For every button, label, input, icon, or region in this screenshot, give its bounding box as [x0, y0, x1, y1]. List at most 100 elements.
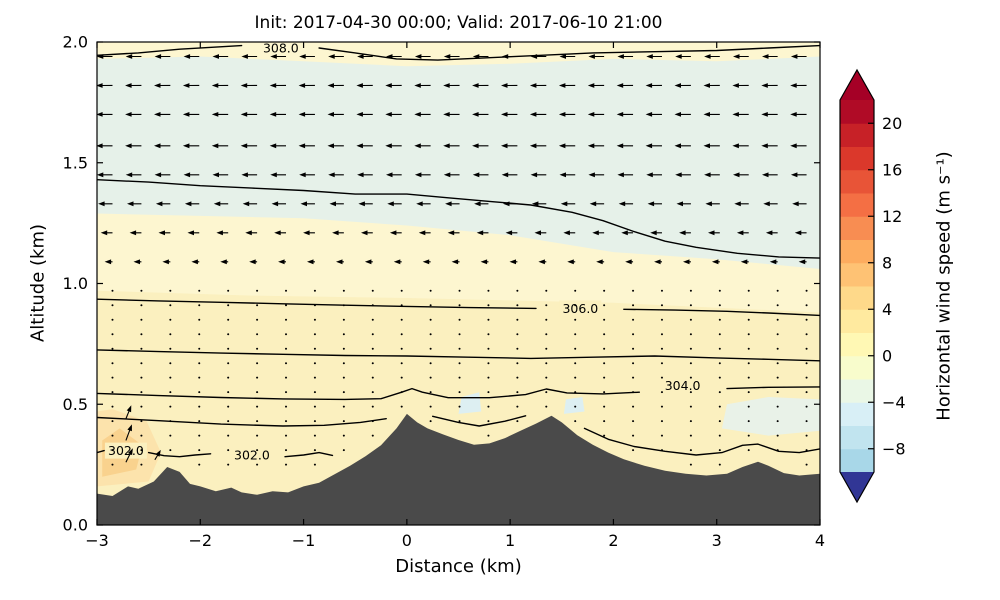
vector-head	[761, 112, 768, 117]
vector-head	[501, 172, 509, 178]
vector-dot	[400, 376, 403, 379]
vector-dot	[313, 434, 316, 437]
contour-label: 302.0	[234, 447, 270, 462]
vector-head	[646, 172, 653, 178]
vector-dot	[660, 449, 663, 452]
vector-dot	[689, 376, 692, 379]
vector-dot	[776, 347, 779, 350]
vector-dot	[718, 347, 721, 350]
vector-head	[393, 259, 401, 265]
vector-dot	[256, 391, 259, 394]
vector-dot	[747, 376, 750, 379]
vector-head	[269, 143, 277, 149]
vector-dot	[603, 333, 606, 336]
vector-head	[762, 54, 769, 59]
vector-dot	[198, 318, 201, 321]
vector-head	[761, 143, 768, 149]
vector-dot	[516, 376, 519, 379]
vector-head	[588, 54, 595, 59]
y-axis-label: Altitude (km)	[27, 223, 49, 343]
vector-head	[356, 143, 363, 149]
vector-dot	[313, 362, 316, 365]
vector-head	[674, 112, 681, 117]
vector-dot	[429, 420, 432, 423]
vector-dot	[111, 463, 114, 466]
vector-head	[357, 54, 364, 59]
vector-dot	[227, 391, 230, 394]
vector-dot	[371, 289, 374, 292]
vector-head	[270, 54, 277, 59]
y-tick-label: 1.0	[63, 274, 88, 293]
vector-dot	[371, 391, 374, 394]
vector-dot	[169, 347, 172, 350]
vector-head	[240, 112, 248, 117]
vector-head	[740, 259, 748, 265]
vector-dot	[632, 434, 635, 437]
contour-302.0	[97, 449, 105, 454]
x-tick-label: 1	[505, 531, 515, 550]
vector-head	[480, 259, 488, 265]
vector-dot	[689, 449, 692, 452]
vector-head	[97, 83, 103, 88]
vector-head	[703, 112, 710, 117]
vector-head	[125, 172, 133, 178]
contour-304.0	[726, 386, 820, 390]
vector-dot	[313, 347, 316, 350]
vector-head	[182, 112, 190, 117]
vector-dot	[111, 449, 114, 452]
vector-head	[501, 54, 509, 59]
vector-dot	[574, 391, 577, 394]
vector-head	[386, 54, 393, 59]
vector-head	[733, 172, 740, 178]
vector-head	[563, 230, 570, 236]
vector-dot	[140, 333, 143, 336]
vector-dot	[169, 391, 172, 394]
vector-dot	[776, 434, 779, 437]
vector-dot	[545, 318, 548, 321]
vector-head	[97, 172, 104, 178]
contour-307.0	[97, 178, 820, 259]
vector-head	[447, 230, 455, 236]
vector-dot	[747, 362, 750, 365]
vector-dot	[256, 347, 259, 350]
x-tick-label: −2	[188, 531, 212, 550]
vector-head	[503, 201, 510, 207]
vector-dot	[458, 420, 461, 423]
vector-head	[182, 143, 190, 149]
vector-dot	[574, 420, 577, 423]
vector-head	[588, 172, 595, 178]
vector-dot	[371, 304, 374, 307]
colorbar-tick-label: 8	[882, 253, 892, 272]
colorbar-under-arrow	[840, 472, 874, 502]
y-tick-label: 0.0	[63, 516, 88, 535]
vector-head	[733, 54, 740, 59]
vector-dot	[227, 463, 230, 466]
vector-head	[361, 230, 368, 236]
vector-head	[558, 83, 566, 88]
vector-dot	[660, 362, 663, 365]
vector-head	[98, 201, 105, 207]
fill-upper-negative-band	[97, 56, 820, 269]
vector-dot	[198, 347, 201, 350]
vector-head	[269, 112, 277, 117]
vector-dot	[169, 333, 172, 336]
vector-dot	[227, 434, 230, 437]
vector-dot	[111, 304, 114, 307]
vector-dot	[256, 333, 259, 336]
vector-head	[125, 54, 133, 59]
contour-label-bg	[559, 300, 602, 317]
vector-dot	[805, 405, 808, 408]
vector-dot	[256, 304, 259, 307]
vector-head	[414, 83, 421, 88]
theta-contours	[97, 44, 820, 458]
vector-dot	[660, 405, 663, 408]
colorbar-segment	[840, 286, 874, 310]
vector-dot	[487, 376, 490, 379]
vector-head	[559, 172, 566, 178]
vector-dot	[140, 449, 143, 452]
vector-head	[792, 201, 799, 207]
fill-negative-patch-right	[721, 397, 820, 436]
vector-head	[617, 172, 624, 178]
vector-dot	[660, 391, 663, 394]
vector-dot	[516, 304, 519, 307]
